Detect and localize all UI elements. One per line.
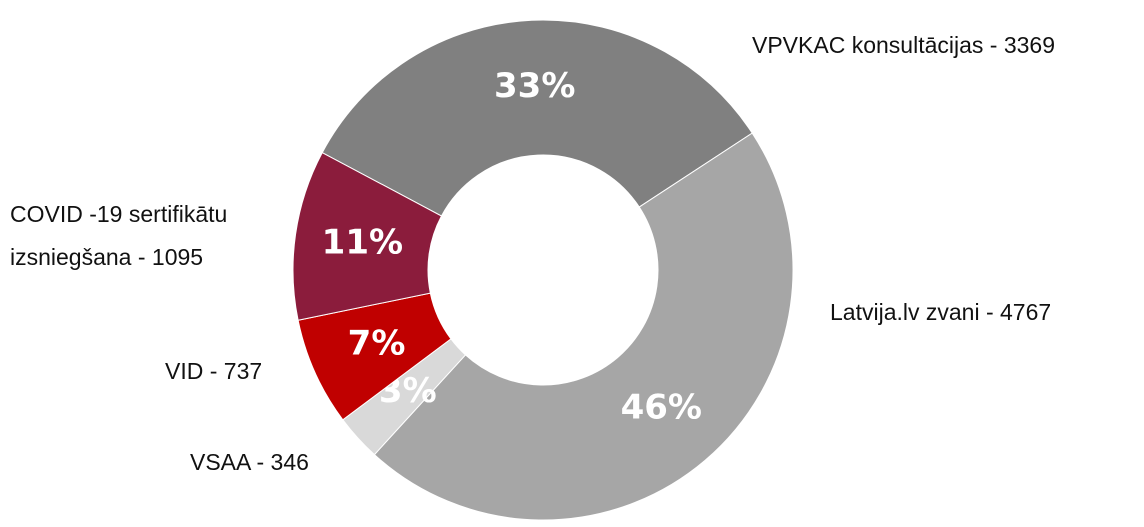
category-label: VPVKAC konsultācijas - 3369: [752, 32, 1055, 58]
percent-label: 33%: [494, 66, 575, 106]
donut-segment: [373, 132, 794, 521]
donut-segment: [321, 19, 753, 217]
category-label: VID - 737: [165, 358, 263, 384]
category-label: COVID -19 sertifikātu izsniegšana - 1095: [10, 201, 228, 270]
category-label: Latvija.lv zvani - 4767: [830, 299, 1052, 325]
percent-label: 7%: [348, 323, 406, 363]
donut-segment: [292, 151, 443, 321]
percent-label: 11%: [322, 222, 403, 262]
percent-label: 46%: [621, 387, 702, 427]
category-label: VSAA - 346: [190, 449, 309, 475]
